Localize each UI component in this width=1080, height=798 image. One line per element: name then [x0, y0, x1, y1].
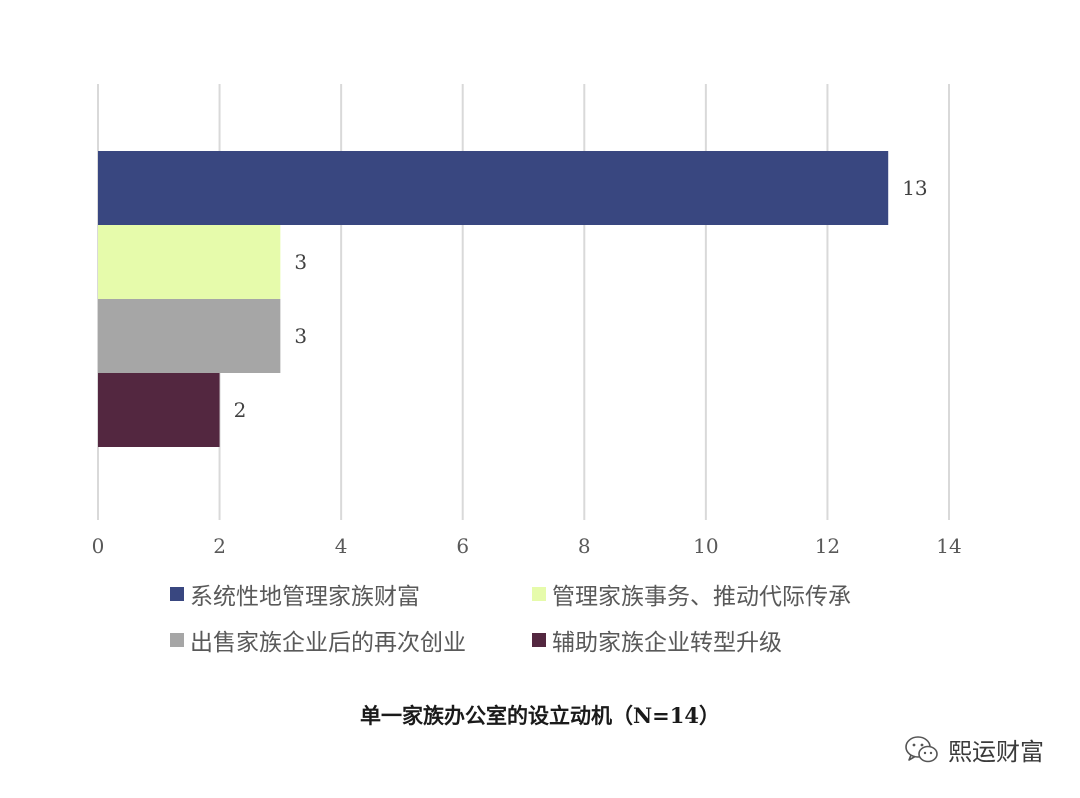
x-tick-label: 10 — [693, 534, 718, 558]
data-label: 13 — [902, 176, 927, 200]
legend-swatch — [532, 587, 546, 601]
bars — [98, 151, 889, 447]
legend-swatch — [170, 633, 184, 647]
legend-label: 出售家族企业后的再次创业 — [190, 630, 466, 656]
x-tick-label: 14 — [936, 534, 961, 558]
legend-label: 管理家族事务、推动代际传承 — [552, 584, 851, 610]
x-tick-label: 2 — [213, 534, 226, 558]
legend-item: 系统性地管理家族财富 — [170, 576, 532, 612]
legend: 系统性地管理家族财富 管理家族事务、推动代际传承 出售家族企业后的再次创业 辅助… — [170, 576, 930, 658]
chart-title: 单一家族办公室的设立动机（N=14） — [359, 703, 720, 728]
legend-item: 出售家族企业后的再次创业 — [170, 622, 532, 658]
x-tick-label: 12 — [815, 534, 840, 558]
watermark-text: 熙运财富 — [948, 738, 1044, 766]
x-axis-ticks: 0 2 4 6 8 10 12 14 — [92, 534, 962, 558]
legend-swatch — [170, 587, 184, 601]
x-tick-label: 8 — [578, 534, 591, 558]
legend-item: 辅助家族企业转型升级 — [532, 622, 932, 658]
legend-item: 管理家族事务、推动代际传承 — [532, 576, 932, 612]
wechat-icon — [905, 735, 938, 762]
x-tick-label: 0 — [92, 534, 105, 558]
data-label: 3 — [294, 250, 307, 274]
legend-label: 辅助家族企业转型升级 — [552, 630, 782, 656]
data-labels: 13 3 3 2 — [234, 176, 928, 422]
bar — [98, 299, 281, 373]
bar — [98, 373, 220, 447]
bar — [98, 151, 889, 225]
data-label: 3 — [294, 324, 307, 348]
data-label: 2 — [234, 398, 247, 422]
bar — [98, 225, 281, 299]
x-tick-label: 6 — [456, 534, 469, 558]
legend-swatch — [532, 633, 546, 647]
x-tick-label: 4 — [335, 534, 348, 558]
legend-label: 系统性地管理家族财富 — [190, 584, 420, 610]
watermark: 熙运财富 — [904, 732, 1044, 767]
